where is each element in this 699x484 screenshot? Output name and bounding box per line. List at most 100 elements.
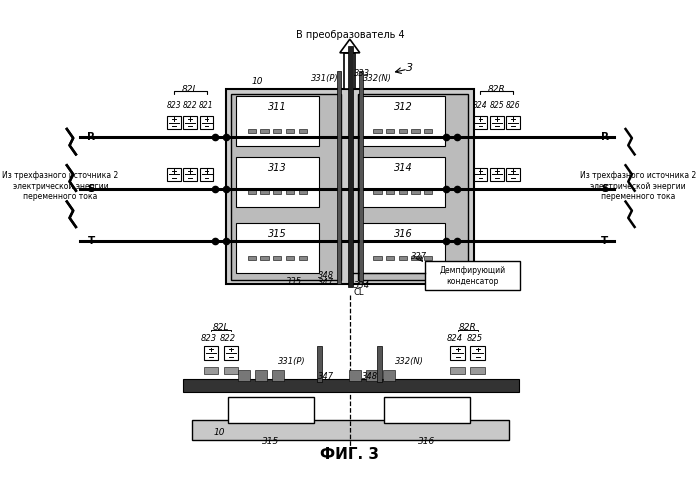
Text: 3: 3 bbox=[406, 63, 413, 73]
Bar bbox=[399, 129, 407, 133]
Bar bbox=[200, 116, 213, 129]
Bar bbox=[361, 96, 445, 146]
Bar bbox=[386, 256, 394, 260]
Bar bbox=[167, 116, 180, 129]
Bar bbox=[224, 346, 238, 360]
Text: 10: 10 bbox=[213, 428, 225, 438]
Bar bbox=[470, 367, 485, 374]
Bar bbox=[474, 116, 487, 129]
Bar bbox=[286, 189, 294, 194]
Bar bbox=[490, 167, 503, 181]
Text: ФИГ. 3: ФИГ. 3 bbox=[320, 447, 380, 462]
Bar bbox=[183, 167, 197, 181]
Text: В преобразователь 4: В преобразователь 4 bbox=[296, 30, 404, 40]
Bar bbox=[261, 189, 268, 194]
Text: 824: 824 bbox=[473, 101, 488, 110]
Text: 826: 826 bbox=[506, 101, 520, 110]
Text: 82R: 82R bbox=[488, 86, 505, 94]
Text: 348: 348 bbox=[361, 372, 378, 381]
Bar bbox=[261, 129, 268, 133]
Bar bbox=[386, 129, 394, 133]
Text: 332(N): 332(N) bbox=[363, 74, 391, 83]
Text: 316: 316 bbox=[418, 437, 435, 445]
Bar bbox=[412, 189, 419, 194]
Bar bbox=[200, 167, 213, 181]
Text: 347: 347 bbox=[318, 278, 334, 287]
Text: 822: 822 bbox=[220, 334, 236, 343]
Bar bbox=[273, 256, 281, 260]
Bar bbox=[384, 397, 470, 423]
Text: 333: 333 bbox=[354, 69, 370, 78]
Text: T: T bbox=[601, 236, 608, 245]
Bar bbox=[286, 256, 294, 260]
Text: 334: 334 bbox=[354, 281, 370, 290]
Bar bbox=[366, 370, 378, 381]
Text: R: R bbox=[600, 132, 609, 142]
Bar bbox=[377, 346, 382, 382]
Bar bbox=[224, 367, 238, 374]
Bar bbox=[373, 189, 382, 194]
Bar bbox=[247, 256, 256, 260]
Bar bbox=[183, 116, 197, 129]
Text: Демпфирующий
конденсатор: Демпфирующий конденсатор bbox=[440, 266, 506, 286]
Bar bbox=[272, 370, 284, 381]
Text: 823: 823 bbox=[201, 334, 217, 343]
Text: 10: 10 bbox=[252, 77, 263, 86]
Text: 82R: 82R bbox=[459, 323, 477, 332]
Bar bbox=[204, 346, 218, 360]
Text: 82L: 82L bbox=[182, 86, 199, 94]
Bar bbox=[359, 71, 363, 284]
Text: 82L: 82L bbox=[212, 323, 229, 332]
Text: 312: 312 bbox=[394, 102, 412, 112]
Bar bbox=[298, 189, 307, 194]
Text: 335: 335 bbox=[287, 277, 303, 286]
Bar bbox=[425, 261, 520, 290]
Bar bbox=[256, 370, 267, 381]
Text: S: S bbox=[601, 184, 608, 194]
Text: 327: 327 bbox=[411, 252, 427, 261]
Text: 331(P): 331(P) bbox=[310, 74, 338, 83]
Bar bbox=[286, 129, 294, 133]
Text: 315: 315 bbox=[268, 229, 287, 239]
Bar bbox=[506, 116, 520, 129]
Text: 348: 348 bbox=[318, 271, 334, 280]
Bar bbox=[298, 129, 307, 133]
Bar bbox=[424, 256, 433, 260]
Bar bbox=[247, 129, 256, 133]
Bar bbox=[450, 367, 465, 374]
Text: 315: 315 bbox=[262, 437, 280, 445]
Bar bbox=[412, 256, 419, 260]
Text: R: R bbox=[87, 132, 95, 142]
Bar bbox=[204, 367, 218, 374]
Text: 313: 313 bbox=[268, 163, 287, 173]
Bar bbox=[298, 256, 307, 260]
Bar bbox=[349, 370, 361, 381]
Text: 314: 314 bbox=[394, 163, 412, 173]
Bar bbox=[357, 93, 468, 280]
Bar bbox=[373, 129, 382, 133]
Bar bbox=[373, 256, 382, 260]
Text: S: S bbox=[87, 184, 95, 194]
Text: Из трехфазного источника 2
электрической энергии
переменного тока: Из трехфазного источника 2 электрической… bbox=[2, 171, 119, 201]
Bar bbox=[247, 189, 256, 194]
Bar bbox=[229, 397, 315, 423]
Bar bbox=[412, 129, 419, 133]
Bar bbox=[474, 167, 487, 181]
Bar bbox=[337, 71, 340, 284]
Bar bbox=[317, 346, 322, 382]
Bar bbox=[231, 93, 341, 280]
Bar bbox=[490, 116, 503, 129]
Bar bbox=[273, 129, 281, 133]
Text: 311: 311 bbox=[268, 102, 287, 112]
Bar bbox=[450, 346, 465, 360]
Bar bbox=[399, 256, 407, 260]
Text: T: T bbox=[87, 236, 95, 245]
Bar bbox=[348, 46, 352, 287]
Bar bbox=[386, 189, 394, 194]
Text: 331(P): 331(P) bbox=[278, 357, 305, 366]
Text: 825: 825 bbox=[489, 101, 504, 110]
Bar bbox=[183, 379, 519, 392]
Text: 822: 822 bbox=[183, 101, 198, 110]
Bar bbox=[361, 223, 445, 273]
Bar bbox=[470, 346, 485, 360]
